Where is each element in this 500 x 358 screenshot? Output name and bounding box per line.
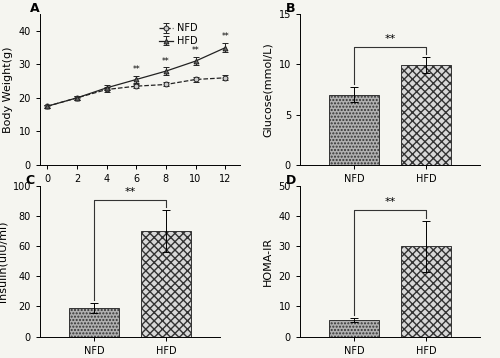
Y-axis label: Body Weight(g): Body Weight(g) (3, 46, 13, 133)
Legend: NFD, HFD: NFD, HFD (155, 19, 202, 50)
Text: B: B (286, 2, 295, 15)
Bar (329, 95, 379, 165)
Text: **: ** (132, 66, 140, 74)
Text: **: ** (222, 32, 229, 42)
Text: A: A (30, 2, 40, 15)
Bar (401, 66, 451, 165)
Y-axis label: Glucose(mmol/L): Glucose(mmol/L) (263, 42, 273, 137)
Text: **: ** (124, 187, 136, 197)
Y-axis label: insulin(uIU/ml): insulin(uIU/ml) (0, 221, 7, 302)
Text: **: ** (192, 47, 200, 55)
Y-axis label: HOMA-IR: HOMA-IR (263, 237, 273, 286)
Bar (401, 246, 451, 337)
Bar (69, 308, 119, 337)
Bar (329, 320, 379, 337)
Bar (141, 231, 191, 337)
Text: **: ** (162, 57, 170, 66)
Text: C: C (26, 174, 35, 187)
Text: D: D (286, 174, 296, 187)
X-axis label: weeks: weeks (122, 189, 158, 199)
Text: **: ** (384, 197, 396, 207)
Text: **: ** (384, 34, 396, 44)
